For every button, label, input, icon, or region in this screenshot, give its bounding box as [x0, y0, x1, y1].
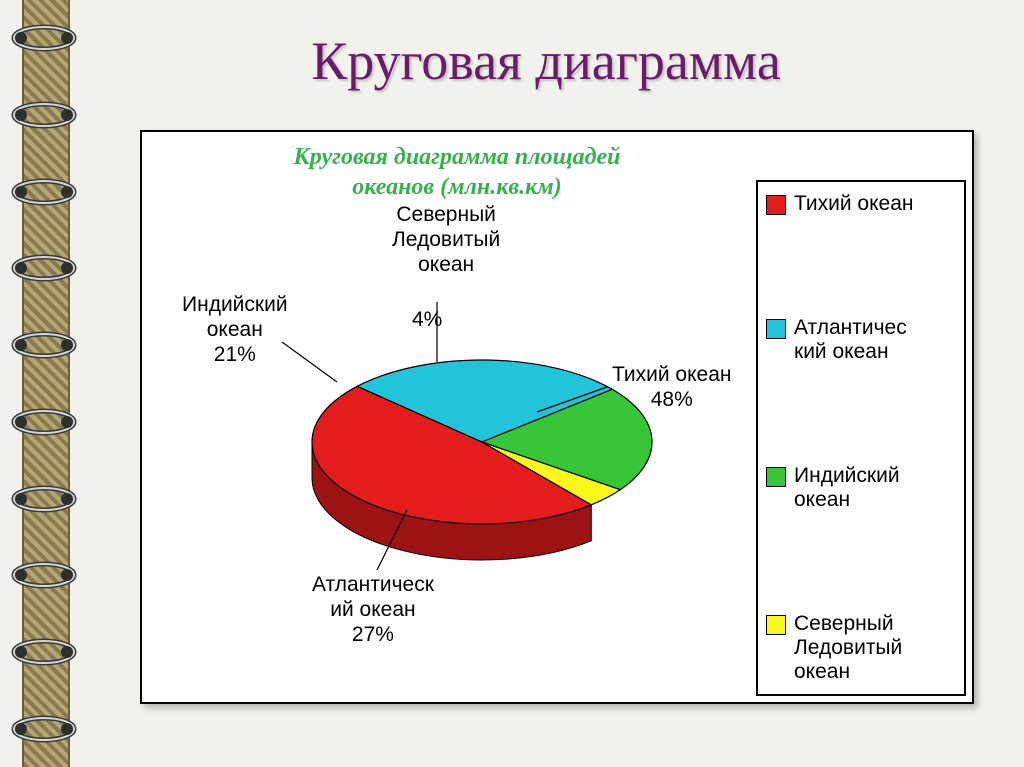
legend-item: Северный Ледовитый океан — [766, 612, 956, 684]
binding-ring — [8, 637, 80, 667]
binding-ring — [8, 253, 80, 283]
legend-item: Атлантичес кий океан — [766, 316, 956, 364]
leader-line — [282, 342, 337, 382]
binding-ring — [8, 100, 80, 130]
legend-label: Северный Ледовитый океан — [794, 612, 902, 684]
pie-label: Индийский океан 21% — [182, 292, 288, 368]
legend: Тихий океан Атлантичес кий океан Индийский… — [756, 180, 966, 696]
binding-ring — [8, 484, 80, 514]
pie-label: Северный Ледовитый океан — [392, 202, 500, 278]
chart-title-line1: Круговая диаграмма площадей — [294, 144, 621, 170]
binding-ring — [8, 714, 80, 744]
binding-ring — [8, 23, 80, 53]
page-title: Круговая диаграмма — [88, 30, 1004, 92]
spiral-binding — [0, 0, 88, 767]
legend-label: Тихий океан — [794, 192, 914, 216]
legend-swatch — [766, 615, 786, 635]
legend-swatch — [766, 319, 786, 339]
leader-line — [377, 510, 407, 570]
pie-area: Тихий океан 48% Северный Ледовитый океан 4… — [142, 192, 772, 702]
binding-ring — [8, 330, 80, 360]
legend-item: Индийский океан — [766, 464, 956, 512]
binding-ring — [8, 177, 80, 207]
legend-label: Атлантичес кий океан — [794, 316, 907, 364]
chart-frame: Круговая диаграмма площадей океанов (млн… — [140, 130, 974, 704]
pie-label: Тихий океан 48% — [612, 362, 732, 412]
legend-label: Индийский океан — [794, 464, 900, 512]
legend-swatch — [766, 467, 786, 487]
binding-ring — [8, 560, 80, 590]
legend-swatch — [766, 195, 786, 215]
slide: Круговая диаграмма Круговая диаграмма пл… — [0, 0, 1024, 767]
leader-line — [537, 387, 607, 412]
pie-label: Атлантическ ий океан 27% — [312, 572, 434, 648]
legend-item: Тихий океан — [766, 192, 956, 216]
pie-label: 4% — [412, 307, 442, 332]
binding-ring — [8, 407, 80, 437]
